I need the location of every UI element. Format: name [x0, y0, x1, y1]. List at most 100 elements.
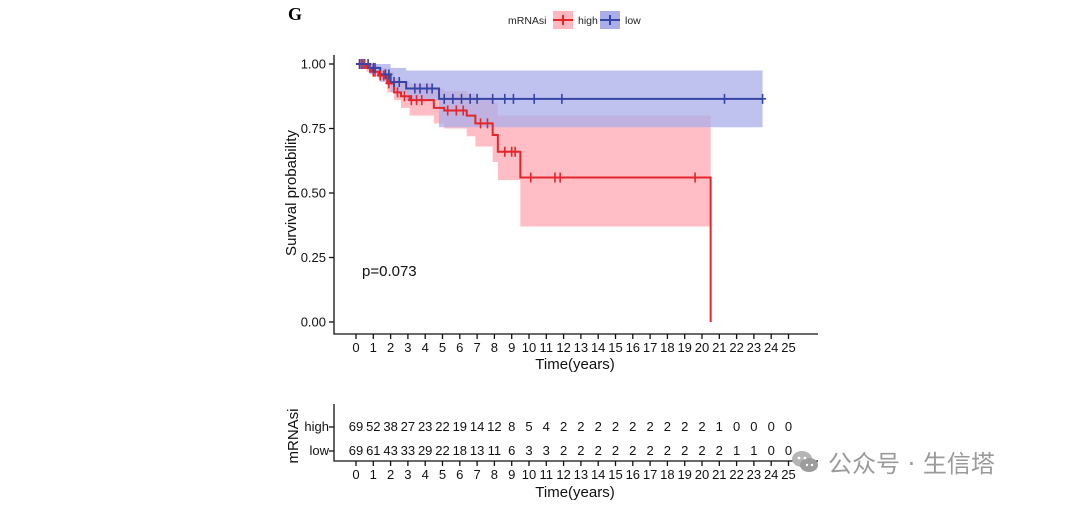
- censor-mark-low: [428, 83, 436, 94]
- p-value: p=0.073: [362, 263, 417, 280]
- risk-table-x-ticks: 0 1 2 3 4 5 6 7 8 9 10 11 12 13 14 15 16 17 18 19 20 21 22 23 24…: [352, 461, 796, 482]
- y-tick-label: 0.00: [301, 315, 326, 330]
- risk-x-tick-label: 21: [712, 467, 726, 482]
- risk-row-label-low: low: [309, 443, 329, 458]
- censor-mark-low: [416, 83, 424, 94]
- risk-x-tick-label: 24: [764, 467, 778, 482]
- panel-letter: G: [288, 4, 302, 24]
- x-tick-label: 11: [540, 340, 554, 355]
- risk-x-tick-label: 2: [387, 467, 394, 482]
- censor-mark-high: [691, 172, 699, 183]
- x-tick-label: 5: [439, 340, 446, 355]
- censor-mark-high: [477, 118, 485, 129]
- risk-table-ylabel: mRNAsi: [285, 409, 302, 464]
- risk-x-tick-label: 4: [422, 467, 429, 482]
- risk-count-high: 4: [543, 419, 550, 434]
- risk-count-low: 18: [453, 443, 467, 458]
- censor-mark-low: [385, 69, 393, 80]
- risk-count-low: 3: [543, 443, 550, 458]
- censor-mark-high: [452, 105, 460, 116]
- censor-mark-low: [371, 62, 379, 73]
- risk-count-low: 43: [383, 443, 397, 458]
- x-tick-label: 13: [574, 340, 588, 355]
- risk-x-tick-label: 11: [540, 467, 554, 482]
- risk-x-tick-label: 5: [439, 467, 446, 482]
- risk-x-tick-label: 0: [352, 467, 359, 482]
- censor-mark-low: [530, 93, 538, 104]
- risk-count-high: 2: [698, 419, 705, 434]
- risk-x-tick-label: 17: [643, 467, 657, 482]
- risk-count-high: 5: [525, 419, 532, 434]
- risk-count-low: 3: [525, 443, 532, 458]
- risk-x-tick-label: 23: [747, 467, 761, 482]
- wechat-icon: [792, 450, 818, 472]
- risk-count-low: 69: [349, 443, 363, 458]
- risk-table-xlabel: Time(years): [535, 484, 614, 501]
- risk-x-tick-label: 8: [491, 467, 498, 482]
- risk-count-low: 33: [401, 443, 415, 458]
- x-tick-label: 16: [626, 340, 640, 355]
- risk-count-low: 2: [681, 443, 688, 458]
- risk-count-high: 69: [349, 419, 363, 434]
- risk-count-high: 19: [453, 419, 467, 434]
- x-tick-label: 19: [677, 340, 691, 355]
- risk-count-low: 2: [612, 443, 619, 458]
- risk-count-high: 22: [435, 419, 449, 434]
- risk-count-high: 2: [577, 419, 584, 434]
- risk-x-tick-label: 22: [729, 467, 743, 482]
- censor-mark-high: [418, 95, 426, 106]
- risk-count-high: 1: [716, 419, 723, 434]
- x-tick-label: 6: [456, 340, 463, 355]
- x-tick-label: 14: [591, 340, 605, 355]
- risk-count-low: 29: [418, 443, 432, 458]
- risk-count-low: 1: [733, 443, 740, 458]
- risk-count-high: 2: [629, 419, 636, 434]
- risk-count-high: 2: [646, 419, 653, 434]
- x-tick-label: 24: [764, 340, 778, 355]
- risk-count-high: 2: [595, 419, 602, 434]
- x-tick-label: 22: [729, 340, 743, 355]
- y-tick-label: 0.75: [301, 121, 326, 136]
- legend-title: mRNAsi: [508, 15, 547, 27]
- risk-count-low: 1: [750, 443, 757, 458]
- watermark-text: 公众号 · 生信塔: [828, 450, 995, 478]
- risk-count-high: 0: [768, 419, 775, 434]
- risk-count-high: 2: [612, 419, 619, 434]
- risk-count-high: 52: [366, 419, 380, 434]
- risk-count-low: 11: [488, 443, 502, 458]
- plot-axes: [333, 55, 818, 335]
- x-tick-label: 21: [712, 340, 726, 355]
- x-tick-label: 10: [522, 340, 536, 355]
- risk-count-low: 2: [716, 443, 723, 458]
- risk-x-tick-label: 15: [608, 467, 622, 482]
- censor-mark-low: [759, 93, 767, 104]
- risk-count-high: 38: [383, 419, 397, 434]
- censor-mark-low: [509, 93, 517, 104]
- x-tick-label: 0: [352, 340, 359, 355]
- risk-x-tick-label: 25: [781, 467, 795, 482]
- risk-count-high: 27: [401, 419, 415, 434]
- risk-count-low: 61: [366, 443, 380, 458]
- x-tick-label: 2: [387, 340, 394, 355]
- risk-x-tick-label: 3: [404, 467, 411, 482]
- risk-count-high: 0: [750, 419, 757, 434]
- censor-mark-high: [556, 172, 564, 183]
- censor-mark-low: [720, 93, 728, 104]
- x-tick-label: 3: [404, 340, 411, 355]
- risk-x-tick-label: 20: [695, 467, 709, 482]
- censor-mark-high: [385, 78, 393, 89]
- risk-count-low: 0: [768, 443, 775, 458]
- risk-x-tick-label: 1: [370, 467, 377, 482]
- x-tick-label: 20: [695, 340, 709, 355]
- risk-table: mRNAsi high 69 52 38 27 23 22 19 14 12 8 5 4 2 2 2 2 2 2 2 2…: [285, 404, 818, 501]
- risk-count-low: 2: [664, 443, 671, 458]
- risk-count-low: 2: [595, 443, 602, 458]
- risk-count-high: 14: [470, 419, 484, 434]
- x-tick-label: 18: [660, 340, 674, 355]
- risk-count-high: 23: [418, 419, 432, 434]
- risk-count-low: 2: [560, 443, 567, 458]
- risk-x-tick-label: 18: [660, 467, 674, 482]
- censor-mark-high: [459, 105, 467, 116]
- risk-count-low: 2: [698, 443, 705, 458]
